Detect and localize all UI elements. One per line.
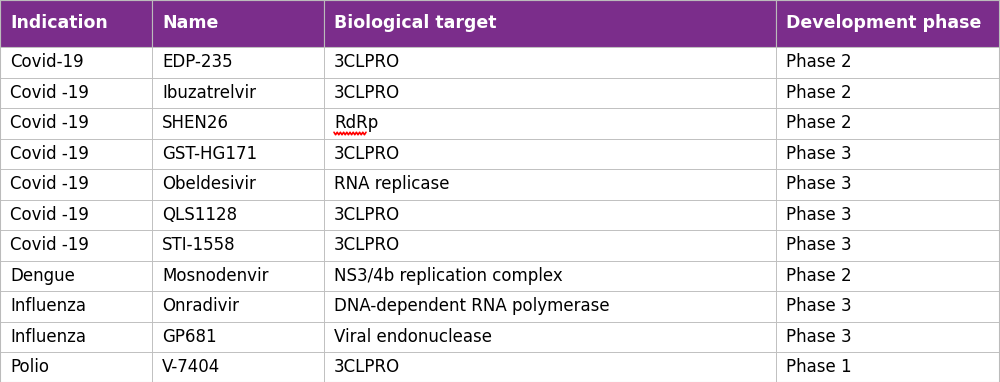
Bar: [324, 139, 776, 169]
Text: Phase 2: Phase 2: [786, 267, 852, 285]
Text: 3CLPRO: 3CLPRO: [334, 358, 400, 376]
Text: Covid -19: Covid -19: [10, 114, 89, 132]
Bar: [776, 0, 1000, 47]
Bar: [324, 78, 776, 108]
Text: NS3/4b replication complex: NS3/4b replication complex: [334, 267, 563, 285]
Text: STI-1558: STI-1558: [162, 236, 236, 254]
Bar: [324, 108, 776, 139]
Bar: [0, 261, 152, 291]
Text: Influenza: Influenza: [10, 328, 86, 346]
Bar: [776, 139, 1000, 169]
Bar: [776, 352, 1000, 382]
Bar: [776, 261, 1000, 291]
Bar: [324, 47, 776, 78]
Bar: [0, 291, 152, 322]
Bar: [152, 291, 324, 322]
Bar: [0, 352, 152, 382]
Text: Covid -19: Covid -19: [10, 236, 89, 254]
Text: Covid -19: Covid -19: [10, 206, 89, 224]
Text: Phase 3: Phase 3: [786, 145, 852, 163]
Text: GP681: GP681: [162, 328, 217, 346]
Text: Obeldesivir: Obeldesivir: [162, 175, 256, 193]
Text: Polio: Polio: [10, 358, 49, 376]
Text: Covid -19: Covid -19: [10, 145, 89, 163]
Text: Viral endonuclease: Viral endonuclease: [334, 328, 492, 346]
Bar: [324, 0, 776, 47]
Text: QLS1128: QLS1128: [162, 206, 237, 224]
Bar: [324, 322, 776, 352]
Bar: [776, 199, 1000, 230]
Text: Onradivir: Onradivir: [162, 297, 239, 315]
Text: 3CLPRO: 3CLPRO: [334, 206, 400, 224]
Bar: [776, 169, 1000, 199]
Bar: [152, 230, 324, 261]
Text: Biological target: Biological target: [334, 15, 496, 32]
Text: 3CLPRO: 3CLPRO: [334, 84, 400, 102]
Bar: [776, 108, 1000, 139]
Text: Mosnodenvir: Mosnodenvir: [162, 267, 268, 285]
Bar: [776, 291, 1000, 322]
Bar: [324, 261, 776, 291]
Bar: [0, 0, 152, 47]
Bar: [152, 169, 324, 199]
Bar: [324, 291, 776, 322]
Bar: [152, 322, 324, 352]
Bar: [152, 199, 324, 230]
Text: Phase 1: Phase 1: [786, 358, 852, 376]
Text: Covid -19: Covid -19: [10, 84, 89, 102]
Bar: [776, 230, 1000, 261]
Text: Phase 3: Phase 3: [786, 328, 852, 346]
Bar: [324, 199, 776, 230]
Bar: [152, 139, 324, 169]
Text: Covid-19: Covid-19: [10, 53, 84, 71]
Bar: [776, 47, 1000, 78]
Bar: [324, 352, 776, 382]
Bar: [324, 169, 776, 199]
Bar: [776, 78, 1000, 108]
Bar: [152, 47, 324, 78]
Text: RdRp: RdRp: [334, 114, 378, 132]
Text: 3CLPRO: 3CLPRO: [334, 236, 400, 254]
Bar: [0, 230, 152, 261]
Text: GST-HG171: GST-HG171: [162, 145, 257, 163]
Text: DNA-dependent RNA polymerase: DNA-dependent RNA polymerase: [334, 297, 610, 315]
Bar: [152, 108, 324, 139]
Bar: [776, 322, 1000, 352]
Bar: [152, 0, 324, 47]
Text: Development phase: Development phase: [786, 15, 981, 32]
Text: Covid -19: Covid -19: [10, 175, 89, 193]
Bar: [0, 139, 152, 169]
Text: Phase 3: Phase 3: [786, 175, 852, 193]
Bar: [152, 352, 324, 382]
Bar: [0, 322, 152, 352]
Text: Influenza: Influenza: [10, 297, 86, 315]
Bar: [324, 230, 776, 261]
Text: Ibuzatrelvir: Ibuzatrelvir: [162, 84, 256, 102]
Text: EDP-235: EDP-235: [162, 53, 233, 71]
Bar: [0, 108, 152, 139]
Text: 3CLPRO: 3CLPRO: [334, 53, 400, 71]
Text: Phase 2: Phase 2: [786, 84, 852, 102]
Bar: [0, 199, 152, 230]
Text: Phase 3: Phase 3: [786, 297, 852, 315]
Text: Phase 3: Phase 3: [786, 236, 852, 254]
Bar: [0, 78, 152, 108]
Text: V-7404: V-7404: [162, 358, 220, 376]
Bar: [0, 47, 152, 78]
Text: Dengue: Dengue: [10, 267, 75, 285]
Text: Indication: Indication: [10, 15, 108, 32]
Text: Phase 2: Phase 2: [786, 53, 852, 71]
Text: Name: Name: [162, 15, 218, 32]
Bar: [0, 169, 152, 199]
Text: Phase 3: Phase 3: [786, 206, 852, 224]
Bar: [152, 78, 324, 108]
Text: SHEN26: SHEN26: [162, 114, 229, 132]
Text: Phase 2: Phase 2: [786, 114, 852, 132]
Text: RNA replicase: RNA replicase: [334, 175, 450, 193]
Text: 3CLPRO: 3CLPRO: [334, 145, 400, 163]
Bar: [152, 261, 324, 291]
